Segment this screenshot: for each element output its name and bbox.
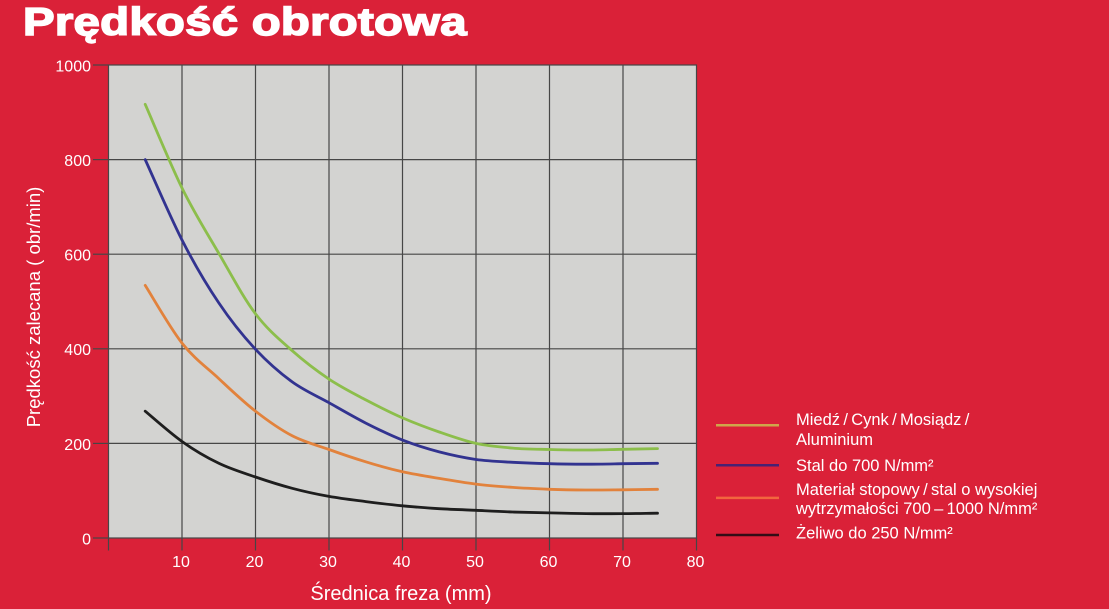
svg-text:Stal do 700 N/mm²: Stal do 700 N/mm²	[796, 457, 934, 475]
svg-text:0: 0	[82, 532, 91, 549]
svg-text:Aluminium: Aluminium	[796, 431, 873, 449]
svg-text:Prędkość zalecana ( obr/min): Prędkość zalecana ( obr/min)	[23, 187, 44, 428]
svg-text:30: 30	[319, 554, 337, 571]
svg-text:Miedź / Cynk / Mosiądz /: Miedź / Cynk / Mosiądz /	[796, 411, 970, 429]
svg-text:20: 20	[246, 554, 264, 571]
svg-text:50: 50	[466, 554, 484, 571]
svg-text:80: 80	[687, 554, 705, 571]
svg-text:200: 200	[64, 437, 91, 454]
svg-text:70: 70	[613, 554, 631, 571]
svg-text:wytrzymałości 700 – 1000 N/mm²: wytrzymałości 700 – 1000 N/mm²	[795, 500, 1038, 518]
svg-text:10: 10	[172, 554, 190, 571]
svg-text:400: 400	[64, 342, 91, 359]
svg-text:1000: 1000	[55, 59, 91, 76]
svg-text:Żeliwo do 250 N/mm²: Żeliwo do 250 N/mm²	[796, 524, 953, 543]
svg-text:60: 60	[540, 554, 558, 571]
svg-text:800: 800	[64, 153, 91, 170]
svg-text:40: 40	[393, 554, 411, 571]
svg-text:Materiał stopowy / stal o wyso: Materiał stopowy / stal o wysokiej	[796, 481, 1037, 499]
svg-text:Średnica freza (mm): Średnica freza (mm)	[310, 581, 491, 605]
svg-text:600: 600	[64, 248, 91, 265]
